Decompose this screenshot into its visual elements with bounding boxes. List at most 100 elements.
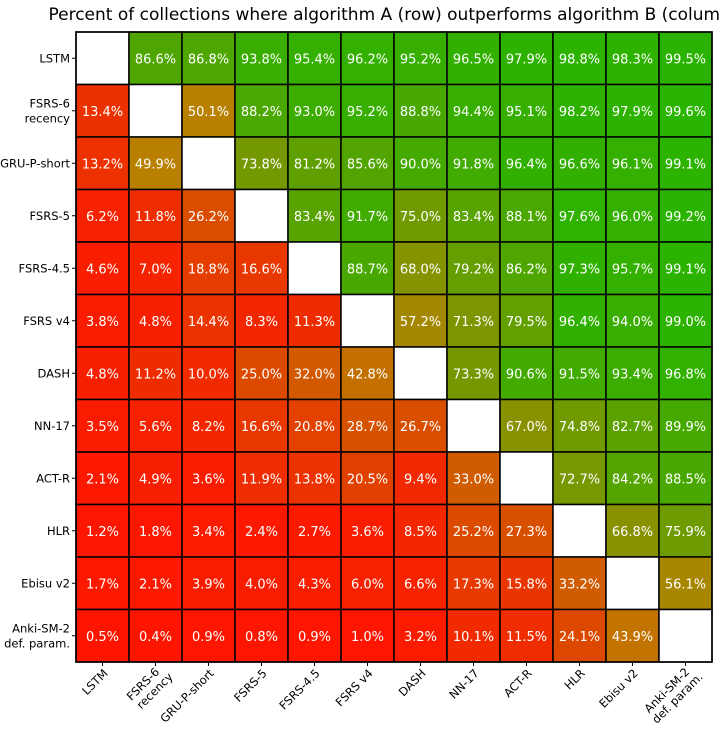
heatmap-cell — [393, 608, 448, 663]
heatmap-cell — [181, 31, 236, 86]
column-label: Ebisu v2 — [596, 666, 640, 710]
heatmap-cell — [128, 398, 183, 453]
heatmap-cell — [287, 503, 342, 558]
cell-value-label: 96.4% — [506, 157, 547, 172]
cell-value-label: 96.0% — [612, 210, 653, 225]
cell-value-label: 1.8% — [139, 525, 172, 540]
heatmap-cell — [552, 293, 607, 348]
cell-value-label: 72.7% — [559, 472, 600, 487]
heatmap-cell — [340, 241, 395, 296]
column-label: DASH — [396, 666, 429, 699]
cell-value-label: 10.0% — [188, 367, 229, 382]
cell-value-label: 97.6% — [559, 210, 600, 225]
heatmap-cell — [499, 31, 554, 86]
cell-value-label: 99.1% — [665, 262, 706, 277]
cell-value-label: 3.6% — [192, 472, 225, 487]
heatmap-cell — [446, 346, 501, 401]
cell-value-label: 1.7% — [86, 577, 119, 592]
cell-value-label: 91.5% — [559, 367, 600, 382]
heatmap-cell — [658, 83, 713, 138]
cell-value-label: 97.9% — [612, 105, 653, 120]
heatmap-cell — [605, 83, 660, 138]
cell-value-label: 3.8% — [86, 315, 119, 330]
heatmap-cell — [446, 136, 501, 191]
heatmap-cell — [658, 398, 713, 453]
cell-value-label: 0.9% — [192, 630, 225, 645]
cell-value-label: 84.2% — [612, 472, 653, 487]
heatmap-cell — [75, 241, 130, 296]
heatmap-cell — [605, 31, 660, 86]
cell-value-label: 4.9% — [139, 472, 172, 487]
cell-value-label: 27.3% — [506, 525, 547, 540]
heatmap-cell — [75, 346, 130, 401]
cell-value-label: 16.6% — [241, 420, 282, 435]
cell-value-label: 0.5% — [86, 630, 119, 645]
chart-title: Percent of collections where algorithm A… — [48, 5, 720, 25]
cell-value-label: 66.8% — [612, 525, 653, 540]
cell-value-label: 74.8% — [559, 420, 600, 435]
cell-value-label: 94.0% — [612, 315, 653, 330]
cell-value-label: 93.0% — [294, 105, 335, 120]
heatmap-cell — [75, 451, 130, 506]
heatmap-cell — [181, 188, 236, 243]
cell-value-label: 73.8% — [241, 157, 282, 172]
plot-frame — [75, 31, 713, 663]
diagonal-cell — [658, 608, 713, 663]
cell-value-label: 26.7% — [400, 420, 441, 435]
cell-value-label: 88.5% — [665, 472, 706, 487]
cell-value-label: 81.2% — [294, 157, 335, 172]
row-label: NN-17 — [34, 419, 70, 433]
diagonal-cell — [75, 31, 130, 86]
heatmap-cell — [605, 346, 660, 401]
heatmap-cell — [552, 83, 607, 138]
row-label: ACT-R — [36, 471, 70, 485]
cell-value-label: 96.4% — [559, 315, 600, 330]
cell-value-label: 99.6% — [665, 105, 706, 120]
row-label: FSRS-6 recency — [25, 96, 71, 125]
cell-value-label: 3.2% — [404, 630, 437, 645]
heatmap-cell — [499, 556, 554, 611]
cell-value-label: 96.8% — [665, 367, 706, 382]
heatmap-cell — [393, 31, 448, 86]
cell-value-label: 15.8% — [506, 577, 547, 592]
cell-value-label: 7.0% — [139, 262, 172, 277]
cell-value-label: 43.9% — [612, 630, 653, 645]
cell-value-label: 91.8% — [453, 157, 494, 172]
cell-value-label: 86.2% — [506, 262, 547, 277]
heatmap-cell — [75, 83, 130, 138]
heatmap-cell — [393, 398, 448, 453]
cell-value-label: 96.6% — [559, 157, 600, 172]
cell-value-label: 25.0% — [241, 367, 282, 382]
cell-value-label: 2.7% — [298, 525, 331, 540]
diagonal-cell — [499, 451, 554, 506]
heatmap-cell — [446, 451, 501, 506]
heatmap-cell — [446, 503, 501, 558]
heatmap-cell — [234, 83, 289, 138]
cell-value-label: 88.8% — [400, 105, 441, 120]
cell-value-label: 0.4% — [139, 630, 172, 645]
cell-value-label: 1.0% — [351, 630, 384, 645]
cell-value-label: 95.1% — [506, 105, 547, 120]
cell-value-label: 88.7% — [347, 262, 388, 277]
diagonal-cell — [128, 83, 183, 138]
cell-value-label: 18.8% — [188, 262, 229, 277]
diagonal-cell — [446, 398, 501, 453]
diagonal-cell — [340, 293, 395, 348]
cell-value-label: 8.3% — [245, 315, 278, 330]
cell-value-label: 95.7% — [612, 262, 653, 277]
heatmap-cell — [128, 241, 183, 296]
cell-value-label: 20.5% — [347, 472, 388, 487]
cell-value-label: 16.6% — [241, 262, 282, 277]
heatmap-cell — [605, 451, 660, 506]
cell-value-label: 11.9% — [241, 472, 282, 487]
heatmap-cell — [287, 398, 342, 453]
cell-value-label: 68.0% — [400, 262, 441, 277]
heatmap-cell — [605, 608, 660, 663]
cell-value-label: 2.1% — [139, 577, 172, 592]
cell-value-label: 86.8% — [188, 52, 229, 67]
heatmap-cell — [552, 136, 607, 191]
heatmap-cell — [340, 503, 395, 558]
cell-value-label: 50.1% — [188, 105, 229, 120]
cell-value-label: 11.5% — [506, 630, 547, 645]
